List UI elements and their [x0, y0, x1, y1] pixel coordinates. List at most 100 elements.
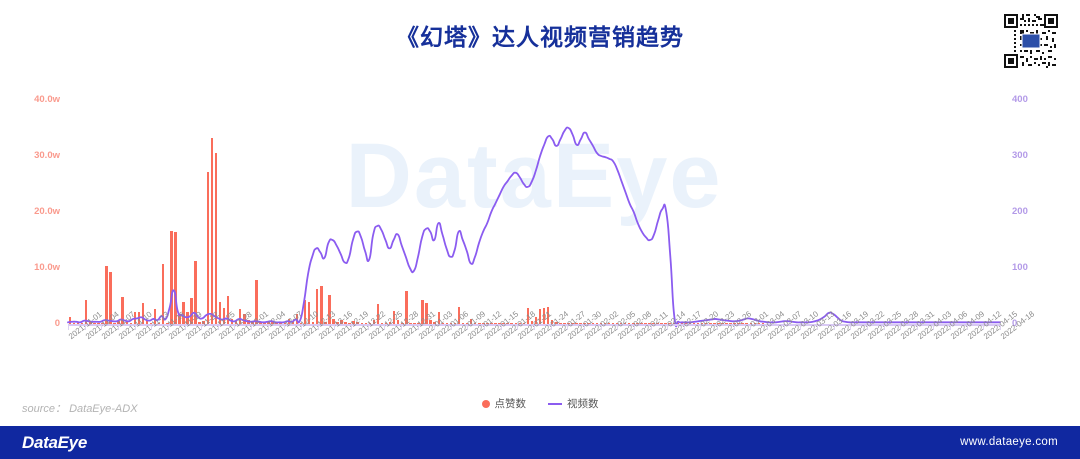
bar[interactable] [344, 322, 347, 324]
bar[interactable] [709, 323, 712, 324]
bar[interactable] [153, 309, 157, 324]
bar[interactable] [243, 314, 246, 324]
bar[interactable] [538, 309, 542, 324]
bar[interactable] [157, 323, 161, 324]
bar[interactable] [368, 323, 372, 324]
bar[interactable] [336, 321, 339, 324]
bar[interactable] [644, 323, 647, 324]
bar[interactable] [307, 302, 311, 324]
bar[interactable] [656, 323, 659, 324]
bar[interactable] [725, 323, 728, 324]
bar[interactable] [340, 320, 343, 324]
bar[interactable] [437, 312, 441, 324]
bar[interactable] [214, 152, 218, 324]
bar[interactable] [741, 323, 744, 324]
bar[interactable] [352, 321, 355, 324]
bar[interactable] [218, 301, 222, 324]
bar[interactable] [636, 323, 639, 324]
bar[interactable] [121, 297, 124, 324]
bar[interactable] [526, 308, 530, 324]
bar[interactable] [76, 323, 80, 324]
bar[interactable] [721, 323, 724, 324]
bar[interactable] [425, 302, 428, 324]
bar[interactable] [611, 323, 615, 324]
qr-code[interactable] [1002, 12, 1060, 70]
bar[interactable] [684, 323, 688, 324]
bar[interactable] [680, 323, 684, 324]
bar[interactable] [757, 323, 761, 324]
bar[interactable] [546, 307, 550, 324]
bar[interactable] [84, 300, 88, 324]
bar[interactable] [478, 323, 481, 324]
bar[interactable] [648, 323, 651, 324]
bar[interactable] [332, 318, 335, 324]
bar[interactable] [619, 323, 623, 324]
bar[interactable] [421, 300, 424, 324]
legend-item-likes[interactable]: 点赞数 [481, 396, 526, 411]
bar[interactable] [194, 261, 197, 324]
bar[interactable] [579, 323, 582, 324]
bar[interactable] [392, 310, 396, 324]
bar[interactable] [141, 303, 145, 324]
bar[interactable] [279, 323, 282, 324]
bar[interactable] [324, 322, 327, 324]
bar[interactable] [559, 322, 562, 324]
bar[interactable] [117, 321, 120, 324]
bar[interactable] [486, 323, 489, 324]
bar[interactable] [530, 321, 534, 324]
bar[interactable] [275, 323, 278, 324]
bar[interactable] [672, 323, 676, 324]
bar[interactable] [113, 322, 116, 324]
bar[interactable] [380, 323, 384, 324]
bar[interactable] [632, 323, 635, 324]
bar[interactable] [522, 323, 526, 324]
bar[interactable] [413, 323, 416, 324]
bar[interactable] [518, 323, 522, 324]
bar[interactable] [583, 323, 586, 324]
bar[interactable] [490, 323, 493, 324]
bar[interactable] [182, 301, 185, 324]
bar[interactable] [161, 263, 165, 324]
bar[interactable] [502, 323, 505, 324]
bar[interactable] [206, 172, 210, 324]
bar[interactable] [145, 320, 149, 324]
bar[interactable] [72, 323, 76, 324]
bar[interactable] [692, 323, 696, 324]
bar[interactable] [615, 323, 619, 324]
bar[interactable] [591, 323, 594, 324]
bar[interactable] [263, 322, 266, 324]
bar[interactable] [315, 289, 319, 324]
bar[interactable] [299, 322, 303, 324]
bar[interactable] [226, 296, 230, 324]
bar[interactable] [271, 320, 274, 324]
bar[interactable] [125, 322, 128, 324]
bar[interactable] [356, 322, 359, 324]
bar[interactable] [291, 321, 295, 324]
bar[interactable] [222, 308, 226, 324]
bar[interactable] [170, 231, 173, 324]
bar[interactable] [190, 298, 193, 324]
bar[interactable] [704, 323, 708, 324]
bar[interactable] [461, 323, 465, 324]
bar[interactable] [376, 304, 380, 324]
bar[interactable] [607, 323, 611, 324]
bar[interactable] [696, 323, 700, 324]
bar[interactable] [401, 323, 404, 324]
bar[interactable] [506, 323, 509, 324]
bar[interactable] [441, 323, 445, 324]
bar[interactable] [364, 323, 368, 324]
bar[interactable] [255, 280, 258, 324]
bar[interactable] [174, 231, 177, 324]
bar[interactable] [469, 318, 473, 324]
bar[interactable] [234, 321, 238, 324]
bar[interactable] [93, 323, 96, 324]
bar[interactable] [388, 321, 392, 324]
bar[interactable] [729, 323, 732, 324]
website-url[interactable]: www.dataeye.com [960, 436, 1058, 448]
bar[interactable] [567, 323, 570, 324]
bar[interactable] [80, 323, 84, 324]
bar[interactable] [259, 321, 262, 324]
bar[interactable] [550, 319, 554, 324]
bar[interactable] [575, 323, 578, 324]
bar[interactable] [89, 322, 92, 324]
